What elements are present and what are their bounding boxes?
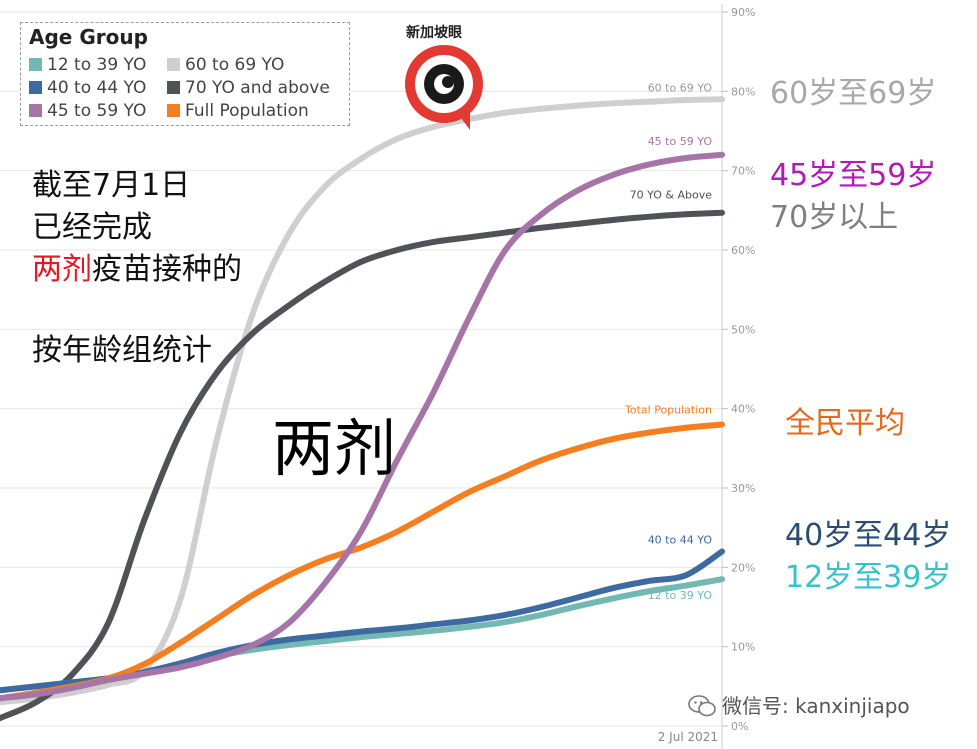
gridlines [0, 11, 722, 727]
legend-item-70-above: 70 YO and above [167, 78, 330, 98]
y-tick-label-90: 90% [731, 6, 755, 19]
legend-item-60-69: 60 to 69 YO [167, 55, 284, 75]
legend-swatch-70-above [167, 81, 180, 94]
y-tick-label-60: 60% [731, 244, 755, 257]
end-label-70-yo-and-above: 70 YO & Above [630, 189, 713, 202]
series-line-12-to-39-yo [0, 576, 725, 694]
label-12-39-cn: 12岁至39岁 [785, 560, 952, 595]
annotation-line4: 按年龄组统计 [32, 333, 212, 368]
series-end-labels: 12 to 39 YO 40 to 44 YO 45 to 59 YO 60 to 6… [624, 81, 712, 602]
end-label-45-to-59-yo: 45 to 59 YO [648, 135, 713, 148]
watermark: 微信号: kanxinjiapo [688, 690, 910, 719]
annotation-line1: 截至7月1日 [32, 168, 191, 203]
y-tick-label-30: 30% [731, 482, 755, 495]
legend: Age Group 12 to 39 YO 40 to 44 YO 45 to … [20, 22, 350, 126]
legend-swatch-full-population [167, 104, 180, 117]
series-line-45-to-59-yo [0, 151, 725, 702]
y-tick-label-80: 80% [731, 85, 755, 98]
legend-swatch-60-69 [167, 58, 180, 71]
wechat-icon [688, 695, 716, 717]
annotation-line3-red: 两剂 [32, 252, 92, 287]
y-tick-label-10: 10% [731, 641, 755, 654]
label-40-44-cn: 40岁至44岁 [785, 518, 952, 553]
legend-item-full-population: Full Population [167, 101, 309, 121]
eye-logo-icon [405, 45, 483, 130]
annotation-line3: 两剂疫苗接种的 [32, 244, 242, 288]
label-45-59-cn: 45岁至59岁 [770, 158, 937, 193]
legend-item-45-59: 45 to 59 YO [29, 101, 146, 121]
y-tick-label-0: 0% [731, 720, 748, 733]
x-tick-label: 2 Jul 2021 [658, 730, 718, 744]
y-tick-label-70: 70% [731, 165, 755, 178]
label-70-cn: 70岁以上 [770, 200, 899, 235]
end-label-full-population: Total Population [624, 404, 712, 417]
watermark-text: 微信号: kanxinjiapo [722, 694, 910, 718]
legend-swatch-45-59 [29, 104, 42, 117]
series-line-60-to-69-yo [0, 96, 725, 706]
end-label-12-to-39-yo: 12 to 39 YO [648, 589, 713, 602]
legend-swatch-12-39 [29, 58, 42, 71]
label-60-69-cn: 60岁至69岁 [770, 76, 937, 111]
y-tick-label-50: 50% [731, 323, 755, 336]
annotation-big: 两剂 [272, 412, 397, 485]
annotation-line3-rest: 疫苗接种的 [92, 252, 242, 287]
y-tick-label-20: 20% [731, 561, 755, 574]
series-line-70-yo-and-above [0, 209, 725, 722]
y-axis: 0% 10% 20% 30% 40% 50% 60% 70% 80% 90% [721, 4, 755, 749]
legend-item-12-39: 12 to 39 YO [29, 55, 146, 75]
label-full-cn: 全民平均 [785, 406, 905, 441]
legend-swatch-40-44 [29, 81, 42, 94]
legend-item-40-44: 40 to 44 YO [29, 78, 146, 98]
legend-title: Age Group [29, 25, 148, 49]
series-lines [0, 96, 725, 722]
logo-text: 新加坡眼 [406, 25, 462, 41]
end-label-40-to-44-yo: 40 to 44 YO [648, 533, 713, 546]
end-label-60-to-69-yo: 60 to 69 YO [648, 81, 713, 94]
series-line-full-population [0, 421, 725, 702]
y-tick-label-40: 40% [731, 403, 755, 416]
annotation-line2: 已经完成 [32, 210, 152, 245]
